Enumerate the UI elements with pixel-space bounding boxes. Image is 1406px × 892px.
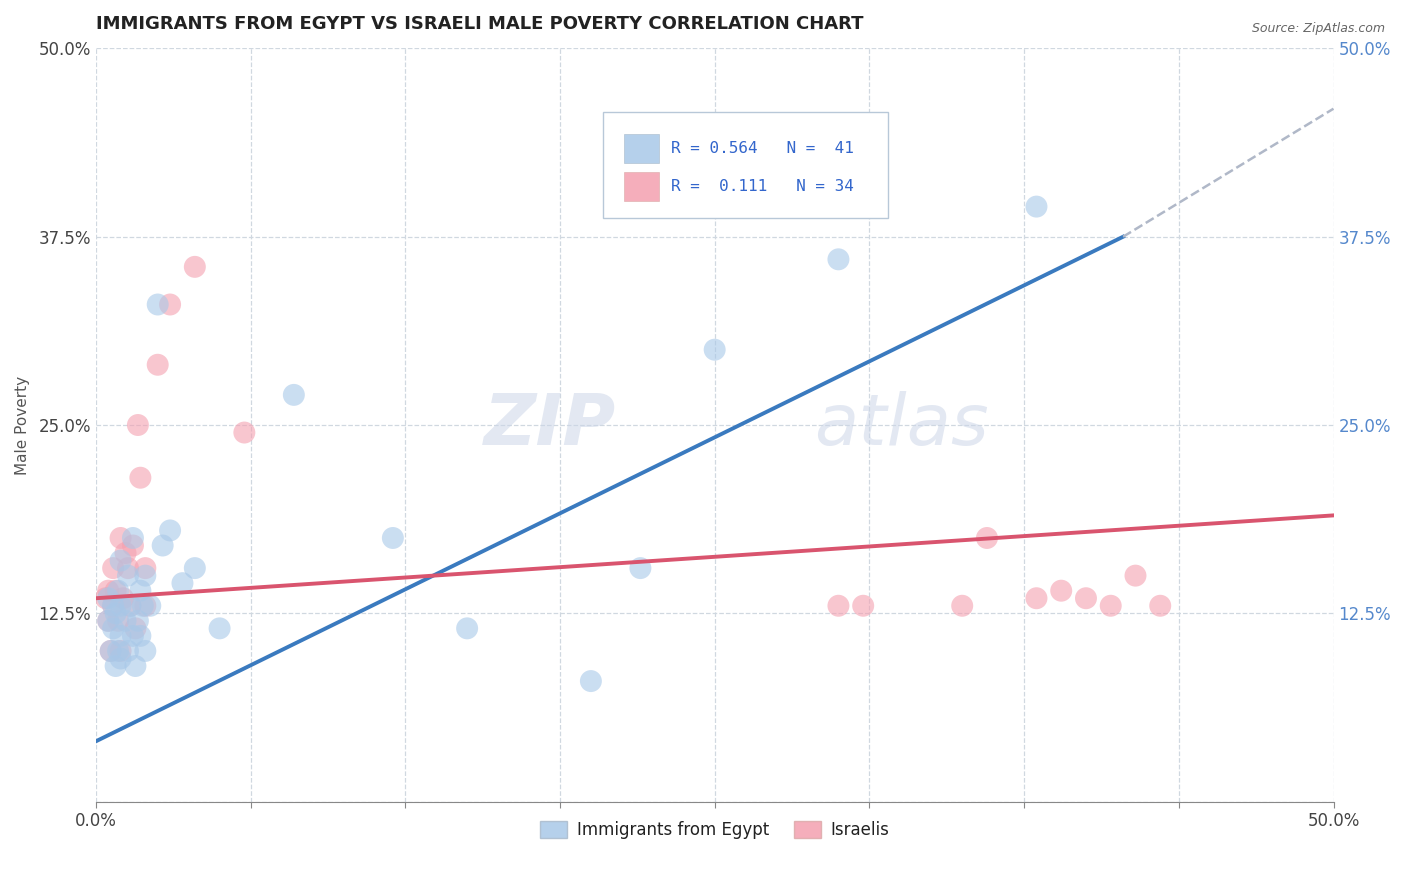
Point bbox=[124, 659, 146, 673]
Point bbox=[159, 524, 181, 538]
FancyBboxPatch shape bbox=[603, 112, 889, 218]
Y-axis label: Male Poverty: Male Poverty bbox=[15, 376, 30, 475]
Point bbox=[110, 531, 132, 545]
Point bbox=[159, 297, 181, 311]
Point bbox=[122, 531, 145, 545]
Point bbox=[104, 583, 127, 598]
Point bbox=[97, 591, 120, 606]
Point bbox=[114, 614, 136, 628]
Point bbox=[101, 561, 124, 575]
Point bbox=[117, 568, 139, 582]
Point bbox=[283, 388, 305, 402]
Point bbox=[104, 607, 127, 621]
Point bbox=[139, 599, 162, 613]
Point bbox=[129, 471, 152, 485]
Point bbox=[1074, 591, 1097, 606]
Point bbox=[129, 583, 152, 598]
Point bbox=[97, 583, 120, 598]
Point bbox=[101, 621, 124, 635]
Point bbox=[184, 561, 207, 575]
Point bbox=[827, 599, 849, 613]
Text: Source: ZipAtlas.com: Source: ZipAtlas.com bbox=[1251, 22, 1385, 36]
Point bbox=[117, 561, 139, 575]
Point bbox=[184, 260, 207, 274]
Point bbox=[1025, 591, 1047, 606]
Text: ZIP: ZIP bbox=[484, 391, 616, 459]
Point bbox=[97, 614, 120, 628]
Point bbox=[132, 599, 155, 613]
Point bbox=[104, 659, 127, 673]
Point bbox=[122, 629, 145, 643]
Text: R = 0.564   N =  41: R = 0.564 N = 41 bbox=[671, 141, 855, 156]
Point bbox=[208, 621, 231, 635]
Point bbox=[122, 539, 145, 553]
Point bbox=[579, 674, 602, 689]
Text: R =  0.111   N = 34: R = 0.111 N = 34 bbox=[671, 178, 855, 194]
Point bbox=[976, 531, 998, 545]
Point bbox=[110, 644, 132, 658]
Point bbox=[110, 599, 132, 613]
Point bbox=[129, 629, 152, 643]
Point bbox=[110, 553, 132, 567]
Point bbox=[628, 561, 651, 575]
Point bbox=[124, 621, 146, 635]
Point bbox=[827, 252, 849, 267]
Point bbox=[107, 614, 129, 628]
Point bbox=[101, 599, 124, 613]
Point bbox=[100, 644, 122, 658]
Point bbox=[100, 644, 122, 658]
Point bbox=[120, 599, 142, 613]
Point bbox=[950, 599, 973, 613]
Point bbox=[146, 358, 169, 372]
Point bbox=[456, 621, 478, 635]
FancyBboxPatch shape bbox=[624, 135, 659, 163]
FancyBboxPatch shape bbox=[624, 172, 659, 201]
Point bbox=[127, 417, 149, 432]
Point bbox=[152, 539, 174, 553]
Point bbox=[146, 297, 169, 311]
Point bbox=[101, 599, 124, 613]
Legend: Immigrants from Egypt, Israelis: Immigrants from Egypt, Israelis bbox=[533, 814, 896, 846]
Point bbox=[703, 343, 725, 357]
Point bbox=[97, 614, 120, 628]
Point bbox=[172, 576, 194, 591]
Point bbox=[1025, 200, 1047, 214]
Point bbox=[134, 599, 156, 613]
Point bbox=[107, 644, 129, 658]
Point bbox=[112, 591, 135, 606]
Point bbox=[1099, 599, 1122, 613]
Point bbox=[134, 568, 156, 582]
Point bbox=[852, 599, 875, 613]
Point bbox=[381, 531, 404, 545]
Point bbox=[1050, 583, 1073, 598]
Point bbox=[127, 614, 149, 628]
Point bbox=[117, 644, 139, 658]
Point bbox=[107, 583, 129, 598]
Point bbox=[94, 591, 117, 606]
Point bbox=[114, 546, 136, 560]
Point bbox=[120, 599, 142, 613]
Point bbox=[110, 651, 132, 665]
Point bbox=[110, 629, 132, 643]
Point bbox=[134, 644, 156, 658]
Point bbox=[1125, 568, 1147, 582]
Point bbox=[134, 561, 156, 575]
Point bbox=[1149, 599, 1171, 613]
Point bbox=[233, 425, 256, 440]
Text: IMMIGRANTS FROM EGYPT VS ISRAELI MALE POVERTY CORRELATION CHART: IMMIGRANTS FROM EGYPT VS ISRAELI MALE PO… bbox=[96, 15, 863, 33]
Text: atlas: atlas bbox=[814, 391, 988, 459]
